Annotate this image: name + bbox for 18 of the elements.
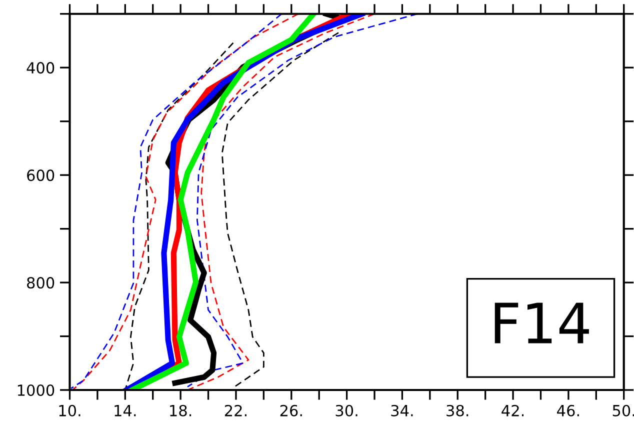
- x-tick-label: 10.: [59, 404, 80, 416]
- x-tick-label: 42.: [502, 404, 524, 416]
- y-tick-label: 800: [27, 277, 54, 289]
- x-tick-label: 38.: [446, 404, 468, 416]
- annotation: F14: [494, 302, 589, 344]
- x-tick-label: 50.: [612, 404, 634, 416]
- line-series: [186, 14, 376, 390]
- x-tick-label: 34.: [391, 404, 413, 416]
- x-tick-label: 26.: [280, 404, 302, 416]
- y-tick-label: 400: [26, 62, 54, 74]
- y-tick-label: 1000: [18, 384, 54, 396]
- x-tick-label: 46.: [557, 404, 579, 416]
- x-tick-label: 18.: [170, 404, 192, 416]
- x-tick-label: 14.: [114, 405, 136, 416]
- y-tick-label: 600: [27, 170, 54, 182]
- x-tick-label: 30.: [336, 404, 358, 416]
- line-series: [221, 32, 340, 388]
- x-tick-label: 22.: [224, 404, 246, 416]
